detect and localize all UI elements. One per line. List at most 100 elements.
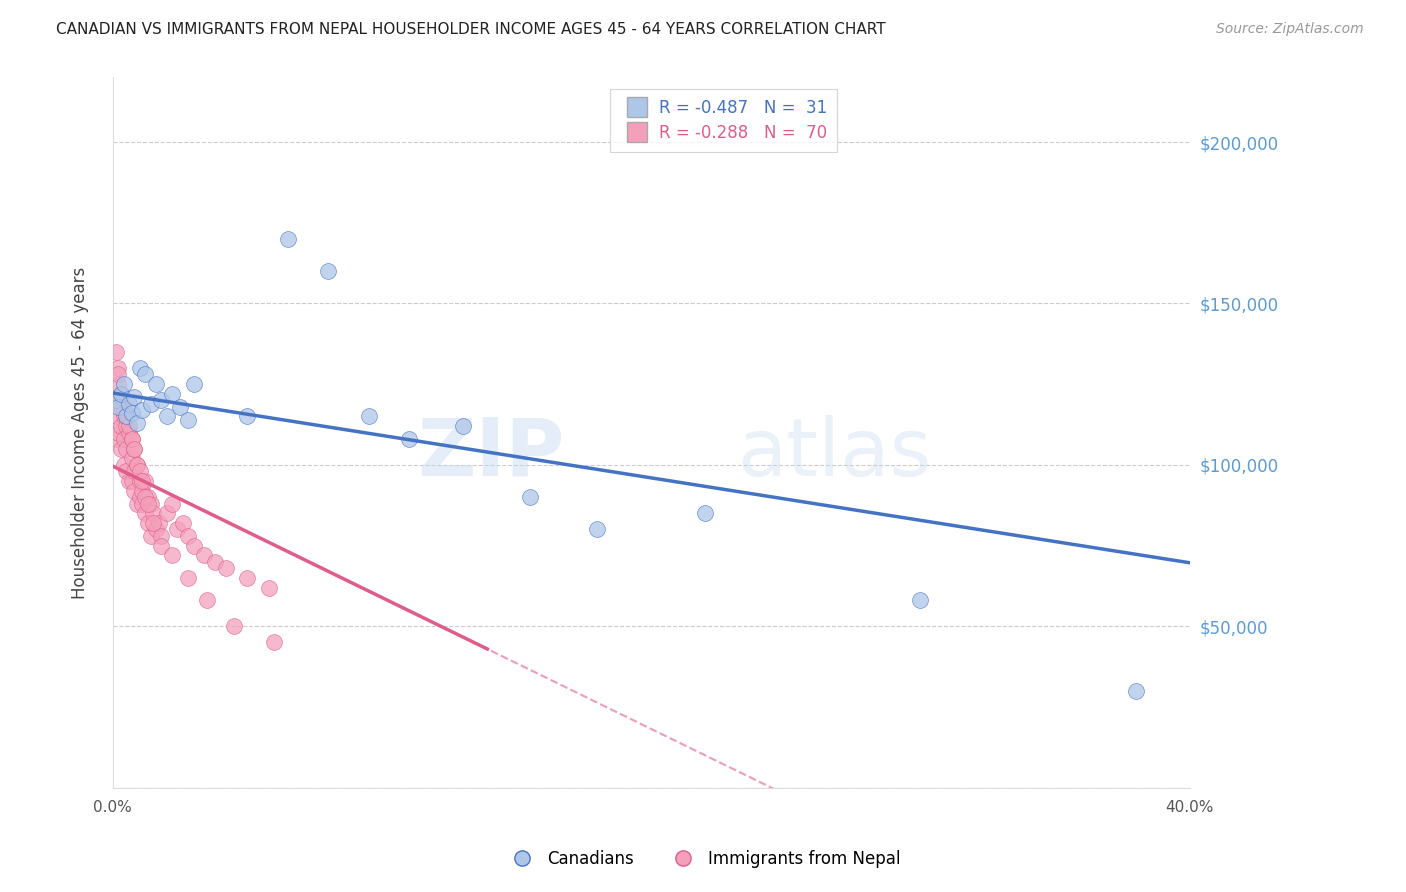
Point [110,387,132,401]
Point [125,416,148,430]
Point [128,361,150,376]
Text: Source: ZipAtlas.com: Source: ZipAtlas.com [1216,22,1364,37]
Point [115,464,138,478]
Point [131,403,153,417]
Point [156,409,179,424]
Point [125,458,148,472]
Point [177,412,200,426]
Point [263,635,285,649]
Point [115,442,138,456]
Point [136,516,159,530]
Point [257,581,280,595]
Point [124,442,146,456]
Point [112,432,135,446]
Point [107,400,129,414]
Point [104,393,127,408]
Point [195,593,218,607]
Point [142,516,165,530]
Point [104,409,127,424]
Point [586,523,609,537]
Point [236,409,259,424]
Point [139,396,162,410]
Point [104,393,127,408]
Point [107,425,129,440]
Point [136,490,159,504]
Point [118,474,141,488]
Legend: R = -0.487   N =  31, R = -0.288   N =  70: R = -0.487 N = 31, R = -0.288 N = 70 [610,89,837,152]
Point [125,458,148,472]
Point [277,232,299,246]
Text: CANADIAN VS IMMIGRANTS FROM NEPAL HOUSEHOLDER INCOME AGES 45 - 64 YEARS CORRELAT: CANADIAN VS IMMIGRANTS FROM NEPAL HOUSEH… [56,22,886,37]
Point [910,593,932,607]
Point [115,419,138,434]
Point [160,549,183,563]
Point [118,425,141,440]
Point [121,406,143,420]
Point [145,523,167,537]
Point [131,474,153,488]
Point [128,464,150,478]
Point [183,377,205,392]
Point [142,506,165,520]
Point [177,571,200,585]
Point [104,432,127,446]
Point [128,474,150,488]
Point [124,390,146,404]
Point [104,344,127,359]
Text: ZIP: ZIP [418,415,565,493]
Point [124,442,146,456]
Point [136,497,159,511]
Y-axis label: Householder Income Ages 45 - 64 years: Householder Income Ages 45 - 64 years [72,267,89,599]
Point [110,400,132,414]
Point [172,516,194,530]
Point [128,490,150,504]
Point [110,387,132,401]
Point [110,419,132,434]
Point [112,400,135,414]
Point [160,387,183,401]
Point [150,393,173,408]
Point [139,497,162,511]
Point [166,523,188,537]
Point [125,497,148,511]
Point [134,490,156,504]
Point [107,361,129,376]
Point [115,409,138,424]
Point [156,506,179,520]
Point [124,483,146,498]
Point [357,409,380,424]
Point [131,483,153,498]
Point [145,377,167,392]
Point [193,549,215,563]
Point [177,529,200,543]
Point [693,506,716,520]
Point [183,539,205,553]
Legend: Canadians, Immigrants from Nepal: Canadians, Immigrants from Nepal [498,844,908,875]
Point [107,368,129,382]
Point [215,561,238,575]
Point [118,419,141,434]
Point [115,409,138,424]
Point [160,497,183,511]
Point [222,619,245,633]
Point [134,506,156,520]
Point [118,396,141,410]
Point [398,432,420,446]
Point [121,432,143,446]
Point [519,490,541,504]
Point [139,529,162,543]
Point [148,516,170,530]
Point [169,400,191,414]
Point [134,474,156,488]
Point [451,419,474,434]
Point [204,555,226,569]
Point [121,451,143,466]
Point [121,432,143,446]
Point [236,571,259,585]
Point [112,377,135,392]
Point [107,377,129,392]
Point [1125,684,1147,698]
Point [112,409,135,424]
Point [134,368,156,382]
Point [150,539,173,553]
